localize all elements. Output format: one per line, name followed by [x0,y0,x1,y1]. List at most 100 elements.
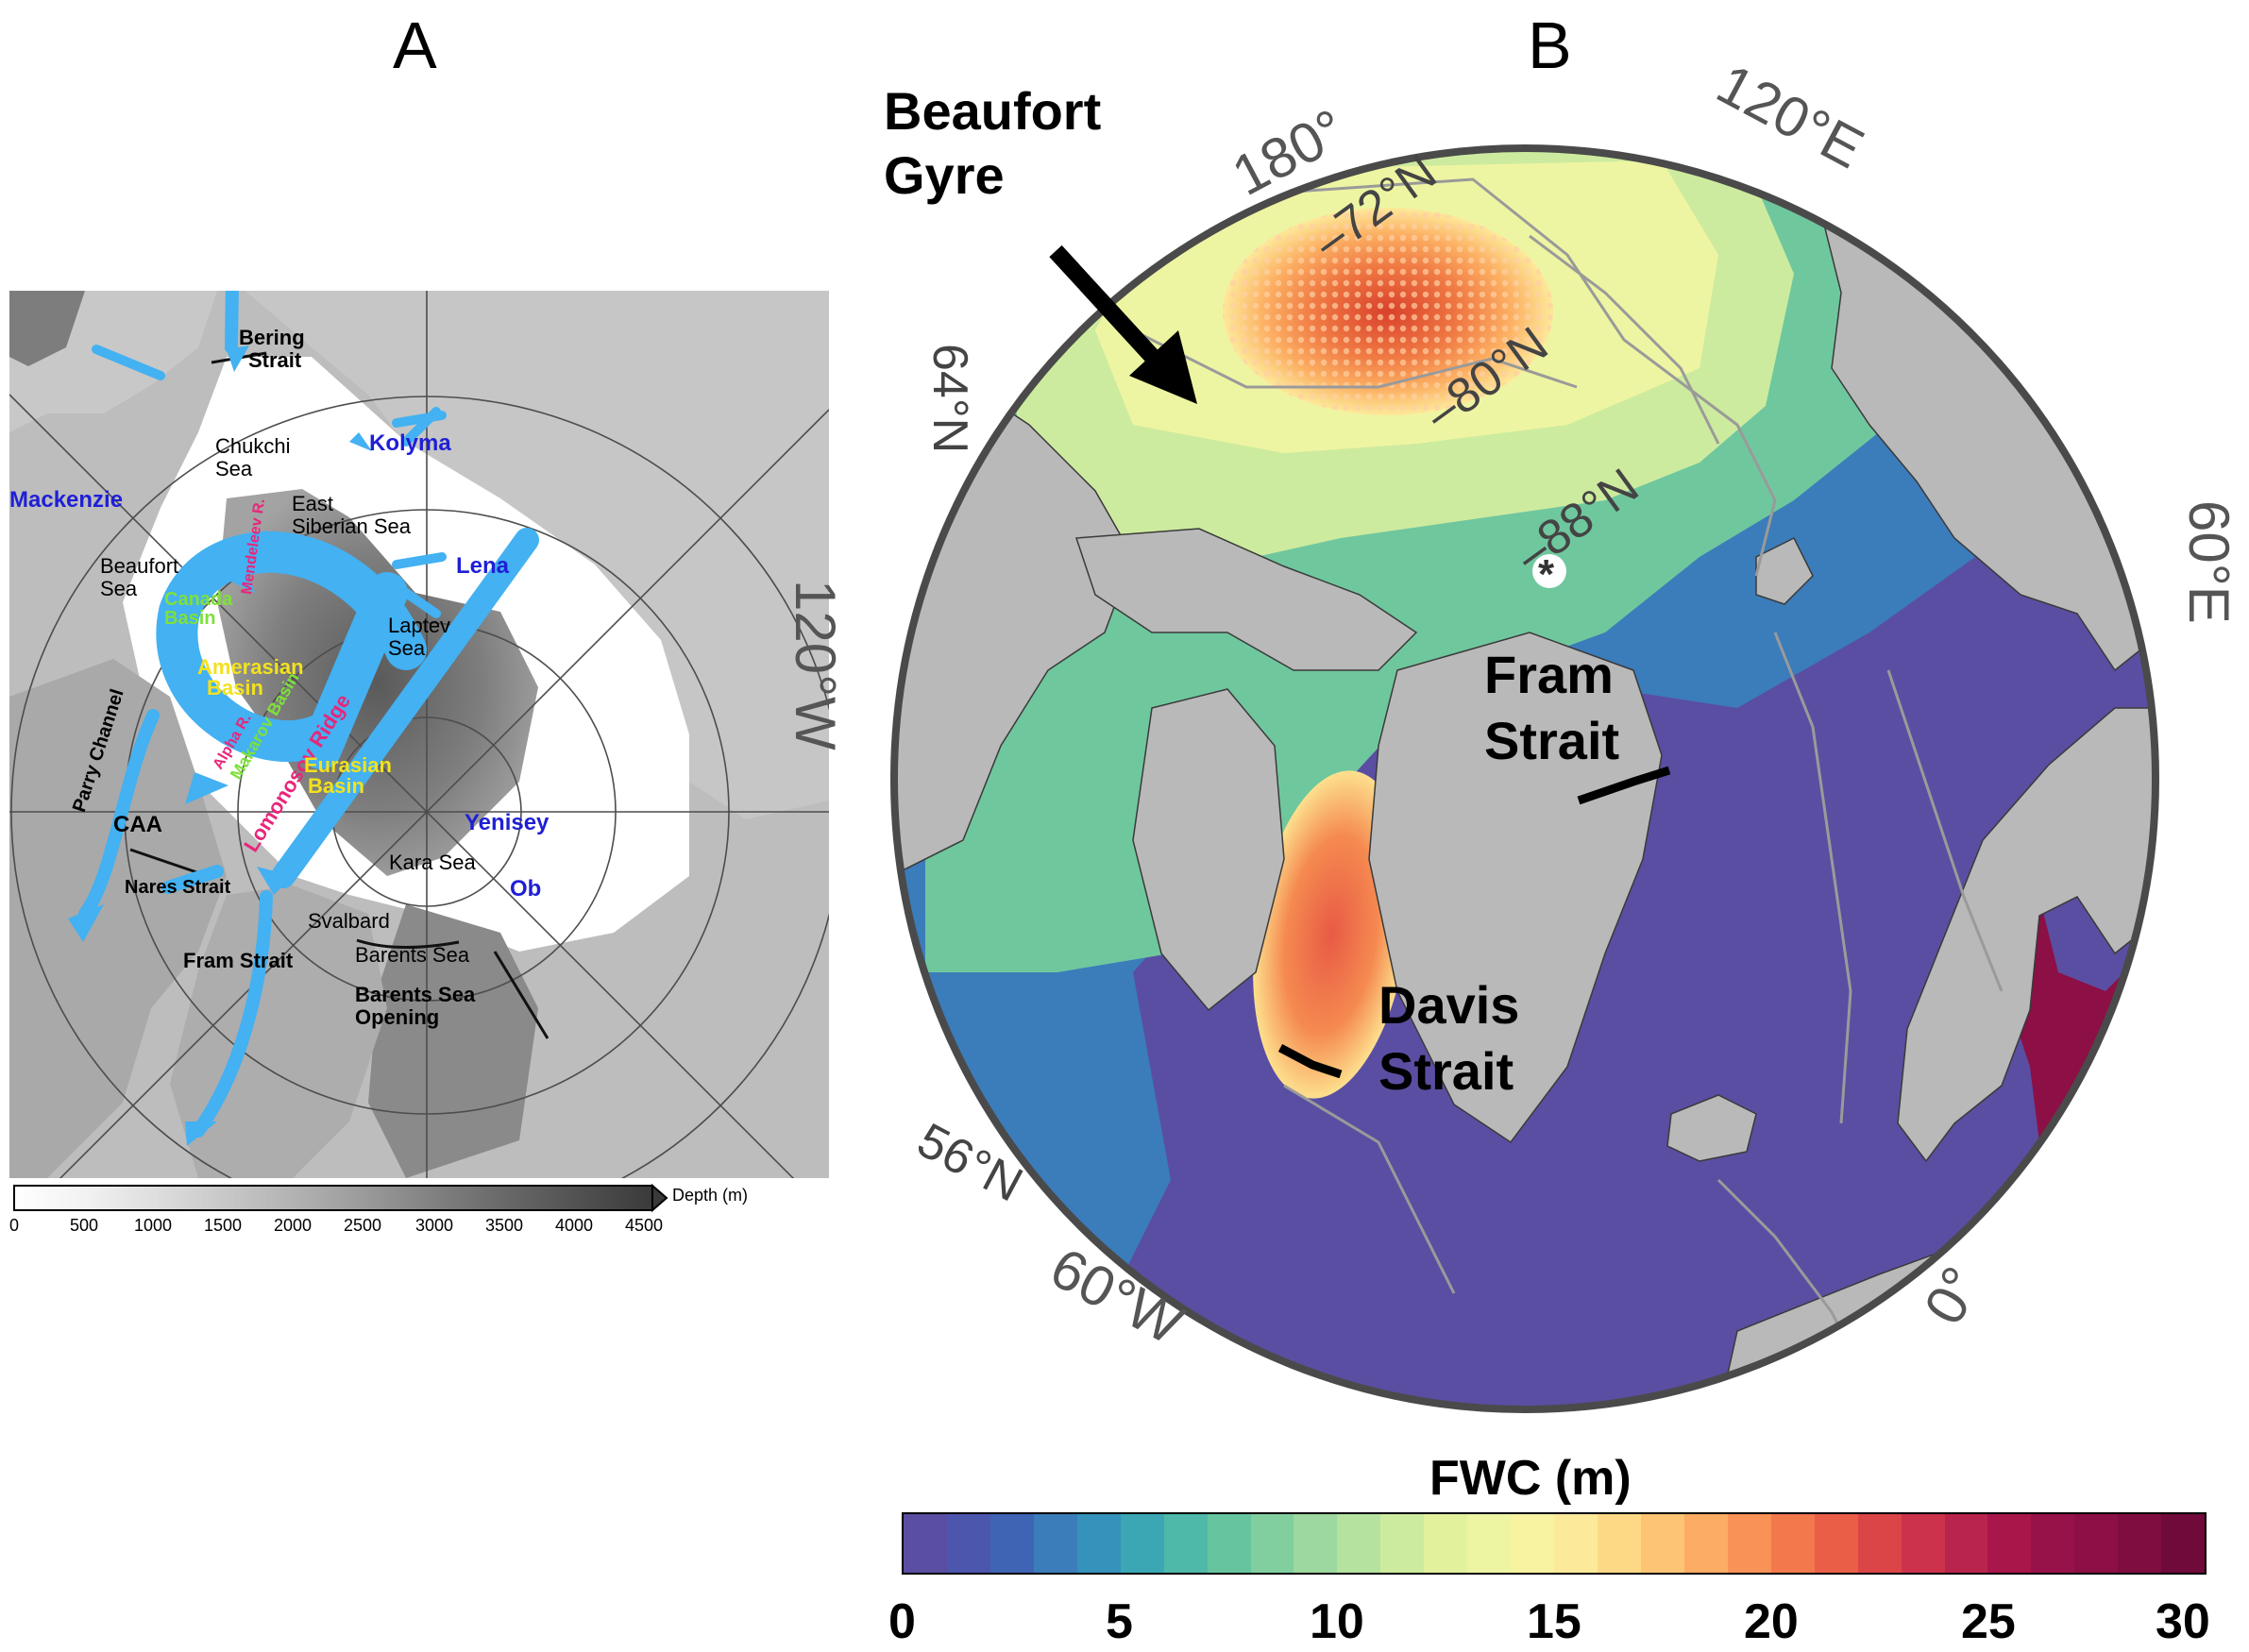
fwc-colorbar-swatch [1770,1514,1815,1573]
fwc-colorbar-title: FWC (m) [1429,1451,1632,1506]
label-laptev-sea: Laptev Sea [388,614,451,660]
fram-strait-line [1577,766,1671,805]
graticule-120w: 120°W [784,580,847,750]
davis-strait-line [1277,1044,1343,1079]
label-caa: CAA [113,812,162,837]
label-mackenzie: Mackenzie [9,487,124,513]
fwc-colorbar-swatch [1554,1514,1598,1573]
panel-a-map [9,291,829,1178]
depth-scale: Depth (m) [13,1184,748,1213]
fwc-colorbar-swatch [989,1514,1034,1573]
fwc-colorbar-ticks: 0 5 10 15 20 25 30 [888,1593,2210,1650]
fwc-tick: 10 [1310,1594,1364,1649]
depth-scale-ticks: 0 500 1000 1500 2000 2500 3000 3500 4000… [9,1216,674,1237]
depth-tick: 4000 [555,1216,594,1235]
depth-tick: 500 [70,1216,99,1235]
label-mendeleev: Mendeleev R. [238,497,269,596]
land-siberia [245,291,829,819]
depth-tick: 3000 [415,1216,454,1235]
fwc-colorbar-swatch [2074,1514,2119,1573]
label-beaufort-gyre: Beaufort Gyre [884,81,1102,205]
fwc-colorbar-swatch [1901,1514,1945,1573]
fwc-colorbar-swatch [1683,1514,1728,1573]
fwc-colorbar-swatch [1598,1514,1641,1573]
label-bering-strait: Bering Strait [239,326,305,372]
fwc-colorbar-swatch [1424,1514,1468,1573]
label-chukchi-sea: Chukchi Sea [215,434,291,480]
label-amerasian-basin: Amerasian Basin [197,655,304,700]
land-caa [9,659,227,1178]
label-davis-strait: Davis Strait [1378,975,1520,1101]
fwc-colorbar-swatch [1814,1514,1858,1573]
depth-tick: 4500 [625,1216,664,1235]
label-svalbard: Svalbard [308,909,390,933]
fwc-colorbar-swatch [1294,1514,1338,1573]
land-caa-islands [1074,528,1418,671]
fwc-colorbar-swatch [1207,1514,1251,1573]
fwc-colorbar-swatch [1467,1514,1512,1573]
depth-scale-label: Depth (m) [672,1186,749,1205]
fwc-colorbar-swatch [2031,1514,2075,1573]
fwc-colorbar-swatch [1380,1514,1425,1573]
canada-basin [217,489,538,876]
fwc-colorbar-swatch [1511,1514,1555,1573]
land-alaska-dark [9,291,85,366]
depth-tick: 2500 [344,1216,382,1235]
fwc-colorbar-swatch [1857,1514,1902,1573]
panel-b-letter: B [1528,8,1572,82]
fwc-colorbar-swatch [1337,1514,1381,1573]
label-beaufort-sea: Beaufort Sea [100,554,179,600]
graticule-64n: 64°N [922,344,977,454]
panel-b-map [890,144,2159,1413]
land-baffin-island [1132,688,1285,1012]
fwc-tick: 30 [2156,1594,2210,1649]
depth-tick: 3500 [485,1216,524,1235]
fwc-colorbar [902,1512,2207,1575]
fwc-colorbar-swatch [1120,1514,1164,1573]
north-pole-marker: * [1538,551,1555,598]
fwc-colorbar-swatch [1727,1514,1771,1573]
land-scandinavia [1897,707,2156,1163]
fwc-tick: 20 [1744,1594,1799,1649]
greenland-sea [368,904,538,1178]
fwc-colorbar-swatch [1987,1514,2032,1573]
label-barents-sea: Barents Sea [355,943,470,967]
circulation-arrows [78,291,539,1138]
label-nares-strait: Nares Strait [125,877,231,898]
label-canada-basin: Canada Basin [164,589,233,629]
fwc-tick: 0 [888,1594,916,1649]
label-kolyma: Kolyma [369,430,451,456]
label-fram-strait-b: Fram Strait [1484,645,1620,770]
label-yenisey: Yenisey [465,810,550,835]
depth-tick: 2000 [274,1216,313,1235]
label-fram-strait-a: Fram Strait [183,949,294,972]
label-lena: Lena [456,553,510,579]
fwc-colorbar-swatch [1163,1514,1208,1573]
fwc-colorbar-swatch [946,1514,990,1573]
graticule-60e: 60°E [2177,500,2241,624]
fwc-colorbar-swatch [1076,1514,1121,1573]
fwc-colorbar-swatch [1250,1514,1294,1573]
panel-a-labels: Bering Strait Chukchi Sea Kolyma Mackenzie… [9,291,829,1178]
fwc-colorbar-swatch [1640,1514,1684,1573]
depth-tick: 1000 [134,1216,173,1235]
label-barents-sea-opening: Barents Sea Opening [355,983,476,1029]
label-eurasian-basin: Eurasian Basin [304,753,392,798]
land-iceland [1666,1094,1757,1162]
fwc-colorbar-swatch [2118,1514,2162,1573]
fwc-colorbar-swatch [1033,1514,1077,1573]
label-kara-sea: Kara Sea [389,851,476,874]
fwc-tick: 25 [1961,1594,2016,1649]
fwc-colorbar-swatch [2161,1514,2206,1573]
label-parry-channel: Parry Channel [68,686,128,816]
land-greenland [170,885,387,1178]
label-east-siberian-sea: East Siberian Sea [292,492,411,538]
fwc-tick: 5 [1106,1594,1133,1649]
land-greenland [1368,632,1663,1144]
fwc-colorbar-swatch [904,1514,947,1573]
beaufort-arrow-svg [1049,244,1197,404]
depth-tick: 0 [9,1216,20,1235]
panel-a-letter: A [393,8,437,82]
label-ob: Ob [510,876,542,902]
depth-tick: 1500 [204,1216,243,1235]
